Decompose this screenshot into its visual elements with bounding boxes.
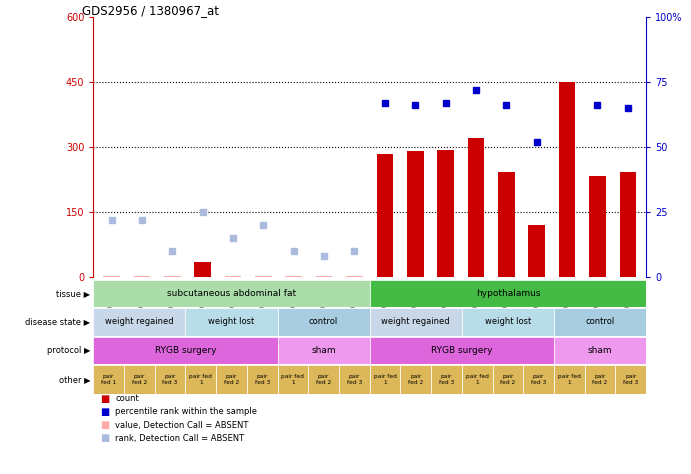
Bar (585, 365, 616, 394)
Bar (407, 151, 424, 277)
Bar (616, 365, 646, 394)
Text: RYGB surgery: RYGB surgery (155, 346, 216, 355)
Text: tissue ▶: tissue ▶ (57, 289, 91, 298)
Bar (498, 172, 515, 277)
Text: subcutaneous abdominal fat: subcutaneous abdominal fat (167, 289, 296, 298)
Bar (308, 365, 339, 394)
Text: RYGB surgery: RYGB surgery (431, 346, 493, 355)
Text: sham: sham (312, 346, 336, 355)
Bar (93, 308, 185, 336)
Bar (529, 225, 545, 277)
Bar (523, 365, 554, 394)
Bar (247, 365, 278, 394)
Text: pair fed
1: pair fed 1 (374, 374, 397, 384)
Bar (462, 365, 493, 394)
Bar (437, 150, 454, 277)
Bar (370, 308, 462, 336)
Text: rank, Detection Call = ABSENT: rank, Detection Call = ABSENT (115, 434, 245, 443)
Text: pair
fed 2: pair fed 2 (132, 374, 147, 384)
Bar (93, 280, 370, 307)
Bar (462, 308, 554, 336)
Bar (589, 176, 606, 277)
Bar (493, 365, 523, 394)
Text: pair
fed 3: pair fed 3 (623, 374, 638, 384)
Bar (103, 276, 120, 277)
Bar (185, 308, 278, 336)
Text: ■: ■ (100, 407, 109, 417)
Bar (285, 276, 302, 277)
Bar (255, 276, 272, 277)
Text: pair
fed 3: pair fed 3 (439, 374, 454, 384)
Text: disease state ▶: disease state ▶ (26, 318, 91, 326)
Bar (554, 308, 646, 336)
Bar (559, 82, 576, 277)
Text: pair
fed 1: pair fed 1 (101, 374, 116, 384)
Bar (93, 337, 278, 364)
Text: weight regained: weight regained (381, 318, 450, 326)
Text: pair
fed 3: pair fed 3 (531, 374, 546, 384)
Bar (431, 365, 462, 394)
Bar (278, 337, 370, 364)
Bar (133, 276, 150, 277)
Text: value, Detection Call = ABSENT: value, Detection Call = ABSENT (115, 420, 249, 429)
Text: hypothalamus: hypothalamus (475, 289, 540, 298)
Text: pair
fed 2: pair fed 2 (500, 374, 515, 384)
Text: control: control (585, 318, 614, 326)
Bar (346, 276, 363, 277)
Text: pair fed
1: pair fed 1 (558, 374, 580, 384)
Bar (316, 276, 332, 277)
Bar (370, 337, 554, 364)
Text: control: control (309, 318, 338, 326)
Text: pair
fed 3: pair fed 3 (254, 374, 269, 384)
Bar (377, 155, 393, 277)
Bar (194, 262, 211, 277)
Text: weight lost: weight lost (485, 318, 531, 326)
Bar (155, 365, 185, 394)
Text: pair
fed 2: pair fed 2 (316, 374, 331, 384)
Text: protocol ▶: protocol ▶ (47, 346, 91, 355)
Bar (278, 308, 370, 336)
Bar (370, 280, 646, 307)
Text: pair fed
1: pair fed 1 (281, 374, 304, 384)
Text: weight regained: weight regained (105, 318, 173, 326)
Text: sham: sham (588, 346, 612, 355)
Bar (185, 365, 216, 394)
Text: pair
fed 2: pair fed 2 (224, 374, 239, 384)
Bar (225, 276, 241, 277)
Bar (278, 365, 308, 394)
Text: ■: ■ (100, 393, 109, 403)
Text: pair fed
1: pair fed 1 (189, 374, 212, 384)
Text: ■: ■ (100, 420, 109, 430)
Text: GDS2956 / 1380967_at: GDS2956 / 1380967_at (82, 4, 219, 17)
Bar (554, 337, 646, 364)
Bar (216, 365, 247, 394)
Text: percentile rank within the sample: percentile rank within the sample (115, 407, 257, 416)
Bar (554, 365, 585, 394)
Bar (468, 138, 484, 277)
Bar (164, 276, 180, 277)
Bar (339, 365, 370, 394)
Bar (620, 172, 636, 277)
Text: other ▶: other ▶ (59, 375, 91, 384)
Text: pair
fed 3: pair fed 3 (347, 374, 362, 384)
Text: pair fed
1: pair fed 1 (466, 374, 489, 384)
Text: ■: ■ (100, 433, 109, 443)
Bar (124, 365, 155, 394)
Bar (93, 365, 124, 394)
Text: weight lost: weight lost (209, 318, 254, 326)
Text: count: count (115, 394, 139, 403)
Text: pair
fed 2: pair fed 2 (408, 374, 424, 384)
Text: pair
fed 2: pair fed 2 (592, 374, 607, 384)
Text: pair
fed 3: pair fed 3 (162, 374, 178, 384)
Bar (370, 365, 400, 394)
Bar (400, 365, 431, 394)
